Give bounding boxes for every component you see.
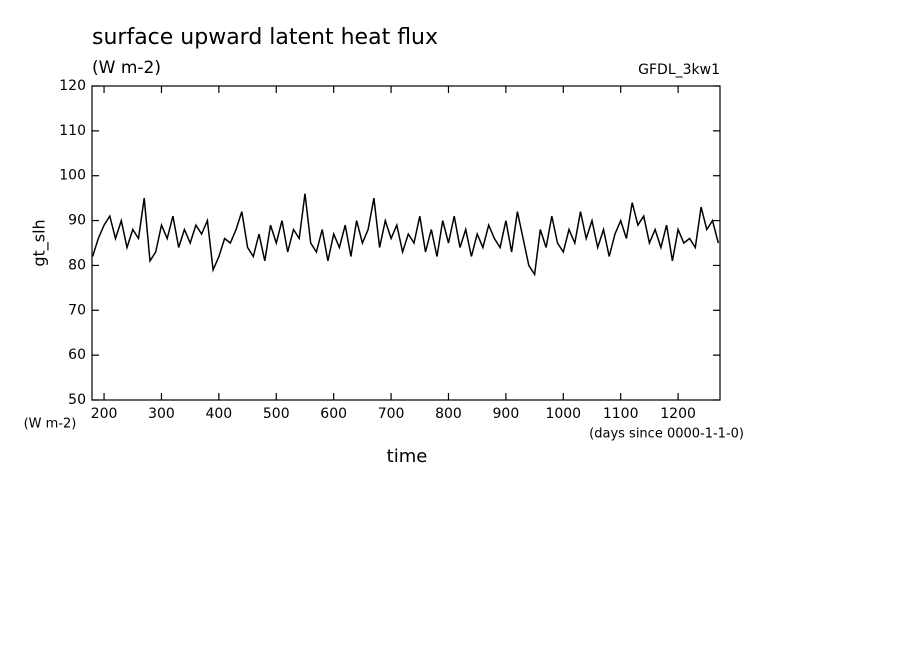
x-tick-label: 1000 <box>545 406 581 422</box>
plot-frame <box>91 85 721 401</box>
y-units: (W m-2) <box>24 417 77 432</box>
y-tick-label: 50 <box>68 392 86 408</box>
y-tick-label: 60 <box>68 347 86 363</box>
chart-title: surface upward latent heat flux <box>92 25 438 50</box>
x-tick-label: 200 <box>91 406 118 422</box>
x-tick-label: 400 <box>205 406 232 422</box>
y-tick-label: 90 <box>68 213 86 229</box>
x-tick-label: 500 <box>263 406 290 422</box>
x-units: (days since 0000-1-1-0) <box>589 427 744 442</box>
annotation: GFDL_3kw1 <box>638 62 720 78</box>
y-tick-label: 110 <box>59 123 86 139</box>
x-tick-label: 600 <box>320 406 347 422</box>
y-tick-label: 80 <box>68 257 86 273</box>
data-line <box>91 193 720 277</box>
x-tick-label: 300 <box>148 406 175 422</box>
x-tick-label: 1100 <box>603 406 639 422</box>
x-tick-label: 1200 <box>660 406 696 422</box>
x-axis-label: time <box>387 446 428 467</box>
x-tick-label: 700 <box>378 406 405 422</box>
x-tick-label: 800 <box>435 406 462 422</box>
chart-subtitle: (W m-2) <box>92 58 161 78</box>
y-axis-label: gt_slh <box>30 219 50 266</box>
y-tick-label: 70 <box>68 302 86 318</box>
y-tick-label: 100 <box>59 168 86 184</box>
x-tick-label: 900 <box>493 406 520 422</box>
y-tick-label: 120 <box>59 78 86 94</box>
